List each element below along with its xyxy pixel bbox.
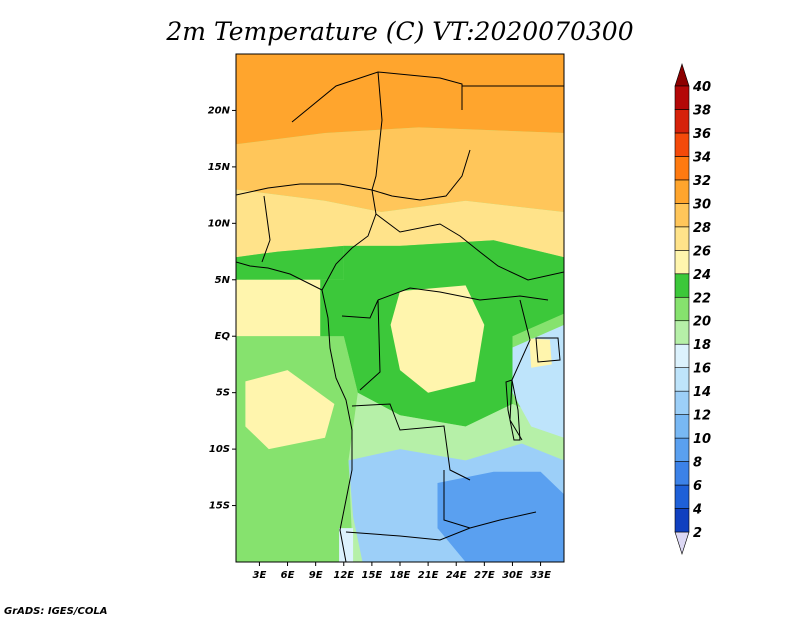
colorbar-swatch bbox=[674, 156, 690, 181]
grads-credit: GrADS: IGES/COLA bbox=[4, 606, 107, 617]
colorbar-swatch bbox=[674, 109, 690, 134]
y-tick-label: 5N bbox=[215, 275, 231, 286]
x-tick-label: 24E bbox=[446, 570, 467, 581]
region-east-africa-highland bbox=[512, 324, 564, 438]
region-sahara-north bbox=[236, 54, 564, 145]
y-tick-label: 15N bbox=[208, 162, 231, 173]
colorbar-label: 18 bbox=[693, 338, 711, 353]
country-borders bbox=[236, 71, 564, 562]
x-tick-label: 3E bbox=[253, 570, 267, 581]
region-sahel bbox=[236, 127, 564, 212]
y-tick-label: 15S bbox=[209, 501, 230, 512]
colorbar-swatch bbox=[674, 296, 690, 322]
x-tick-label: 33E bbox=[530, 570, 551, 581]
colorbar-label: 16 bbox=[693, 362, 711, 377]
colorbar-label: 20 bbox=[693, 315, 711, 330]
y-tick-label: 10N bbox=[208, 218, 231, 229]
x-axis: 3E 6E 9E 12E 15E 18E 21E 24E 27E 30E 33E bbox=[253, 562, 551, 581]
x-tick-label: 21E bbox=[418, 570, 439, 581]
colorbar-swatch bbox=[674, 250, 690, 275]
x-tick-label: 6E bbox=[281, 570, 295, 581]
colorbar-label: 26 bbox=[693, 244, 711, 259]
colorbar-label: 4 bbox=[692, 503, 702, 518]
x-tick-label: 30E bbox=[502, 570, 523, 581]
colorbar-label: 8 bbox=[693, 456, 702, 471]
colorbar-label: 2 bbox=[693, 526, 702, 541]
region-atlantic-warm-patch bbox=[245, 370, 335, 450]
colorbar-swatch bbox=[674, 320, 690, 345]
y-tick-label: 20N bbox=[208, 105, 231, 116]
colorbar-label: 40 bbox=[692, 80, 711, 95]
colorbar-swatch bbox=[674, 85, 690, 110]
colorbar-label: 10 bbox=[693, 432, 711, 447]
border-sahara-north bbox=[291, 71, 463, 123]
border-car-south bbox=[377, 287, 549, 301]
y-tick-label: 10S bbox=[209, 444, 230, 455]
colorbar-swatch bbox=[674, 461, 690, 486]
colorbar-label: 22 bbox=[693, 291, 711, 306]
colorbar-swatch bbox=[674, 437, 690, 462]
colorbar-label: 30 bbox=[693, 197, 711, 212]
coastline bbox=[236, 261, 353, 562]
region-sudan-savanna bbox=[236, 189, 564, 258]
colorbar-swatch bbox=[674, 508, 690, 533]
border-zambia bbox=[443, 470, 471, 529]
border-sahel bbox=[236, 149, 471, 201]
border-angola-south bbox=[345, 511, 537, 541]
temperature-map bbox=[236, 54, 564, 562]
x-tick-label: 9E bbox=[309, 570, 323, 581]
colorbar-swatch bbox=[674, 367, 690, 392]
region-lake-victoria bbox=[529, 338, 552, 368]
border-nigeria-cameroon bbox=[321, 189, 377, 291]
border-car bbox=[375, 213, 564, 281]
colorbar-label: 24 bbox=[693, 268, 711, 283]
colorbar-swatch bbox=[674, 343, 690, 368]
colorbar-over-triangle bbox=[674, 63, 690, 87]
region-gulf-of-guinea-sea bbox=[236, 279, 321, 337]
colorbar-label: 32 bbox=[693, 174, 711, 189]
y-tick-label: 5S bbox=[216, 388, 230, 399]
colorbar-label: 6 bbox=[693, 479, 702, 494]
x-tick-label: 18E bbox=[390, 570, 411, 581]
colorbar-swatch bbox=[674, 132, 690, 157]
border-west-africa bbox=[261, 195, 271, 263]
colorbar-swatch bbox=[674, 226, 690, 251]
border-chad-niger bbox=[371, 71, 383, 191]
colorbar-label: 28 bbox=[693, 221, 711, 236]
x-tick-label: 15E bbox=[362, 570, 383, 581]
colorbar-label: 12 bbox=[693, 409, 711, 424]
colorbar-label: 38 bbox=[693, 103, 711, 118]
border-drc-angola bbox=[351, 403, 471, 481]
region-west-africa-humid bbox=[236, 245, 344, 280]
colorbar-label: 36 bbox=[693, 127, 711, 142]
colorbar-swatch bbox=[674, 179, 690, 204]
colorbar-swatch bbox=[674, 484, 690, 509]
lake-tanganyika-outline bbox=[505, 379, 521, 441]
region-zambia-cold bbox=[437, 471, 564, 562]
y-axis: 20N 15N 10N 5N EQ 5S 10S 15S bbox=[208, 105, 236, 512]
x-tick-label: 27E bbox=[474, 570, 495, 581]
border-congo bbox=[341, 299, 381, 391]
colorbar-label: 34 bbox=[693, 150, 711, 165]
colorbar-label: 14 bbox=[693, 385, 711, 400]
colorbar-swatch bbox=[674, 390, 690, 415]
x-tick-label: 12E bbox=[333, 570, 354, 581]
lake-victoria-outline bbox=[535, 337, 561, 363]
colorbar-under-triangle bbox=[674, 531, 690, 555]
temperature-regions bbox=[236, 54, 564, 562]
chart-title: 2m Temperature (C) VT:2020070300 bbox=[165, 17, 633, 46]
region-benguela-coast bbox=[339, 528, 354, 562]
region-congo-basin-warm bbox=[390, 285, 485, 393]
colorbar-swatch bbox=[674, 273, 690, 298]
colorbar-swatch bbox=[674, 414, 690, 439]
colorbar-swatch bbox=[674, 203, 690, 228]
y-tick-label: EQ bbox=[215, 331, 231, 342]
